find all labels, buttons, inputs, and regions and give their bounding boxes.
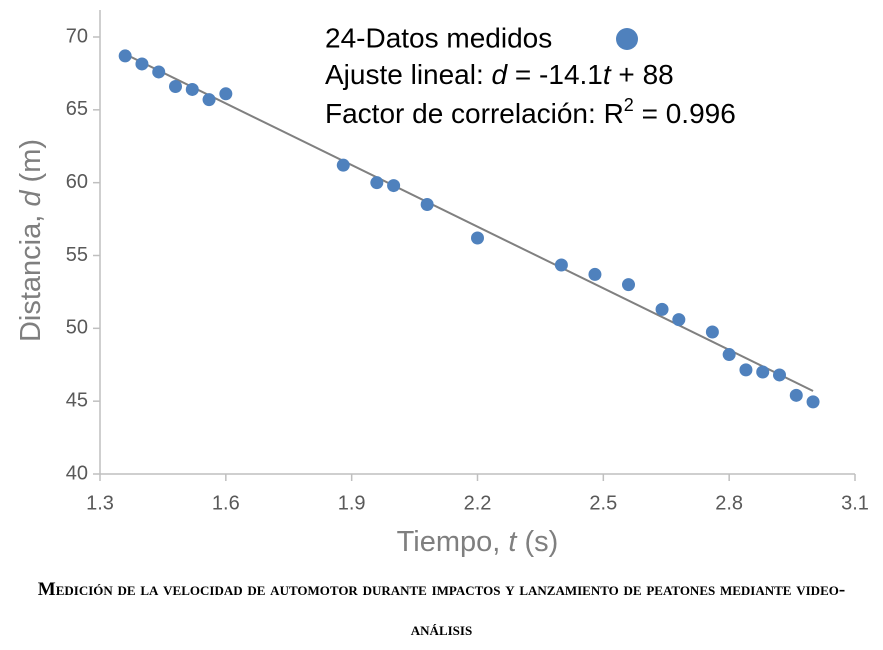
text-part: t: [603, 59, 612, 90]
text-part: 88: [643, 59, 674, 90]
y-tick-label: 65: [66, 98, 88, 120]
data-point: [202, 93, 216, 107]
text-part: Factor de correlación: R: [325, 98, 624, 129]
data-point: [169, 80, 182, 94]
text-part: d: [15, 190, 47, 207]
data-point: [152, 65, 166, 79]
x-tick-label: 2.8: [715, 492, 743, 514]
text-part: Ajuste lineal:: [325, 59, 492, 90]
data-point: [185, 82, 199, 96]
data-point: [739, 363, 753, 377]
data-point: [622, 278, 635, 292]
caption: Medición de la velocidad de automotor du…: [37, 579, 846, 640]
data-point: [672, 313, 686, 327]
x-tick-label: 1.6: [212, 492, 240, 514]
data-point: [588, 267, 602, 281]
data-point: [789, 388, 803, 402]
y-tick-label: 45: [66, 389, 88, 411]
y-tick-label: 50: [66, 317, 88, 339]
data-point: [756, 365, 770, 379]
data-point: [219, 87, 233, 101]
data-point: [773, 368, 786, 382]
x-tick-label: 1.3: [86, 492, 114, 514]
correlation: Factor de correlación: R2 = 0.996: [325, 95, 736, 130]
data-point: [370, 176, 384, 190]
data-point: [420, 198, 434, 212]
text-part: Tiempo,: [397, 526, 509, 558]
x-tick-label: 2.2: [464, 492, 492, 514]
data-point: [806, 395, 820, 409]
text-part: =: [507, 59, 539, 90]
data-point: [387, 179, 401, 193]
text-part: d: [492, 59, 509, 90]
data-point: [118, 49, 132, 63]
data-point: [471, 231, 484, 245]
text-part: 2: [624, 95, 634, 115]
legend-label: 24-Datos medidos: [325, 22, 552, 53]
x-axis-title: Tiempo, t (s): [397, 526, 559, 558]
data-point: [135, 57, 149, 71]
y-tick-label: 55: [66, 244, 88, 266]
data-point: [705, 325, 719, 339]
text-part: +: [611, 59, 643, 90]
text-part: Distancia,: [15, 207, 47, 342]
text-part: -14.1: [539, 59, 603, 90]
x-tick-label: 2.5: [589, 492, 617, 514]
data-point: [554, 258, 568, 272]
legend-marker: [616, 28, 638, 50]
text-part: 0.996: [666, 98, 736, 129]
y-tick-label: 60: [66, 171, 88, 193]
chart: 40 45 50 55 60 65 70 1.3 1.6 1.9 2.2 2.5 2.8 3.1 Tiemp…: [15, 10, 869, 558]
fit-equation: Ajuste lineal: d = -14.1t + 88: [325, 59, 674, 90]
y-tick-label: 40: [66, 462, 88, 484]
y-axis-title: Distancia, d (m): [15, 139, 47, 342]
text-part: t: [508, 526, 518, 558]
trendline: [124, 53, 814, 392]
data-point: [655, 302, 669, 316]
x-tick-label: 1.9: [338, 492, 366, 514]
text-part: (s): [516, 526, 558, 558]
y-tick-label: 70: [66, 25, 88, 47]
text-part: (m): [15, 139, 47, 191]
text-part: =: [634, 98, 666, 129]
data-point: [722, 348, 736, 362]
data-point: [336, 158, 350, 172]
x-tick-label: 3.1: [841, 492, 869, 514]
